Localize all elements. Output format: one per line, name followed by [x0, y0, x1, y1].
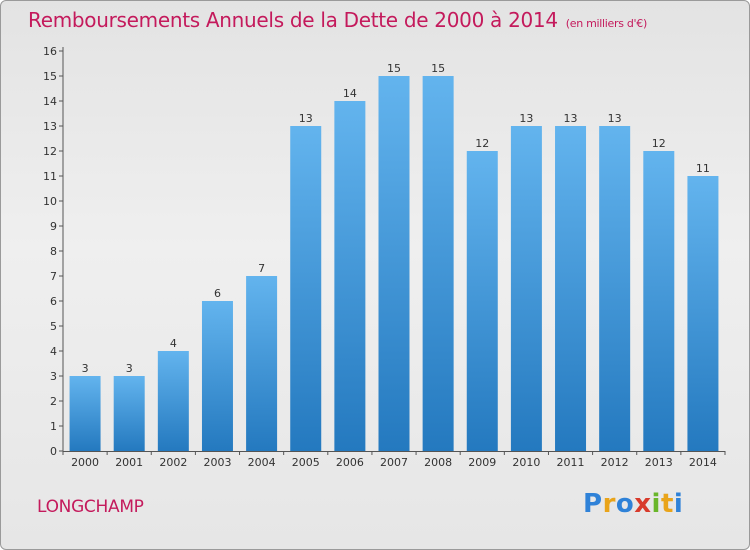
x-tick-label: 2009	[468, 456, 496, 469]
y-tick-label: 10	[43, 195, 57, 208]
bar-value-label: 6	[214, 287, 221, 300]
x-tick-label: 2014	[689, 456, 717, 469]
y-tick-label: 5	[50, 320, 57, 333]
bar-2013[interactable]	[643, 151, 675, 451]
bar-2014[interactable]	[687, 176, 719, 451]
bar-value-label: 14	[343, 87, 357, 100]
logo-letter: r	[602, 489, 616, 519]
bar-value-label: 13	[519, 112, 533, 125]
bar-value-label: 13	[299, 112, 313, 125]
bar-2002[interactable]	[157, 351, 189, 451]
bar-2006[interactable]	[334, 101, 366, 451]
x-tick-label: 2002	[159, 456, 187, 469]
y-tick-label: 7	[50, 270, 57, 283]
y-tick-label: 4	[50, 345, 57, 358]
y-tick-label: 2	[50, 395, 57, 408]
logo-letter: o	[615, 489, 635, 519]
x-tick-label: 2007	[380, 456, 408, 469]
x-tick-label: 2003	[203, 456, 231, 469]
x-tick-label: 2008	[424, 456, 452, 469]
chart-subtitle: (en milliers d'€)	[565, 17, 647, 30]
bar-2000[interactable]	[69, 376, 101, 451]
y-tick-label: 15	[43, 70, 57, 83]
bar-value-label: 15	[387, 62, 401, 75]
chart-labels: 3 2000 3 2001 4 2002 6 2003 7 2004 13 2005 14 2006 15 2…	[71, 62, 717, 469]
y-tick-label: 1	[50, 420, 57, 433]
y-tick-label: 3	[50, 370, 57, 383]
bar-2003[interactable]	[201, 301, 233, 451]
bar-value-label: 11	[696, 162, 710, 175]
logo-letter: P	[583, 489, 603, 519]
x-tick-label: 2012	[601, 456, 629, 469]
bar-2012[interactable]	[599, 126, 631, 451]
y-tick-label: 14	[43, 95, 57, 108]
x-tick-label: 2011	[557, 456, 585, 469]
x-tick-label: 2013	[645, 456, 673, 469]
bar-value-label: 7	[258, 262, 265, 275]
x-tick-label: 2004	[248, 456, 276, 469]
bar-value-label: 13	[608, 112, 622, 125]
bar-2010[interactable]	[510, 126, 542, 451]
x-tick-label: 2005	[292, 456, 320, 469]
y-tick-label: 0	[50, 445, 57, 458]
chart-title: Remboursements Annuels de la Dette de 20…	[28, 8, 647, 32]
y-tick-label: 13	[43, 120, 57, 133]
x-tick-label: 2006	[336, 456, 364, 469]
y-tick-label: 9	[50, 220, 57, 233]
bar-value-label: 13	[564, 112, 578, 125]
x-tick-label: 2001	[115, 456, 143, 469]
bar-2009[interactable]	[466, 151, 498, 451]
bar-value-label: 12	[652, 137, 666, 150]
chart-bars	[69, 76, 719, 451]
bar-2005[interactable]	[290, 126, 322, 451]
bar-2011[interactable]	[555, 126, 587, 451]
y-tick-label: 16	[43, 45, 57, 58]
bar-2001[interactable]	[113, 376, 145, 451]
bar-value-label: 15	[431, 62, 445, 75]
bar-2007[interactable]	[378, 76, 410, 451]
x-tick-label: 2000	[71, 456, 99, 469]
y-tick-label: 12	[43, 145, 57, 158]
y-tick-label: 8	[50, 245, 57, 258]
chart-title-text: Remboursements Annuels de la Dette de 20…	[28, 8, 558, 32]
bar-value-label: 3	[126, 362, 133, 375]
y-tick-label: 6	[50, 295, 57, 308]
bar-value-label: 4	[170, 337, 177, 350]
logo-letter: x	[634, 489, 652, 519]
logo-letter: i	[673, 489, 684, 519]
proxiti-logo[interactable]: Proxiti	[583, 489, 683, 519]
bar-2008[interactable]	[422, 76, 454, 451]
commune-name: LONGCHAMP	[37, 497, 144, 517]
x-tick-label: 2010	[512, 456, 540, 469]
y-tick-label: 11	[43, 170, 57, 183]
bar-value-label: 12	[475, 137, 489, 150]
logo-letter: i	[651, 489, 661, 519]
bar-2004[interactable]	[246, 276, 278, 451]
logo-letter: t	[660, 489, 674, 519]
bar-value-label: 3	[82, 362, 89, 375]
